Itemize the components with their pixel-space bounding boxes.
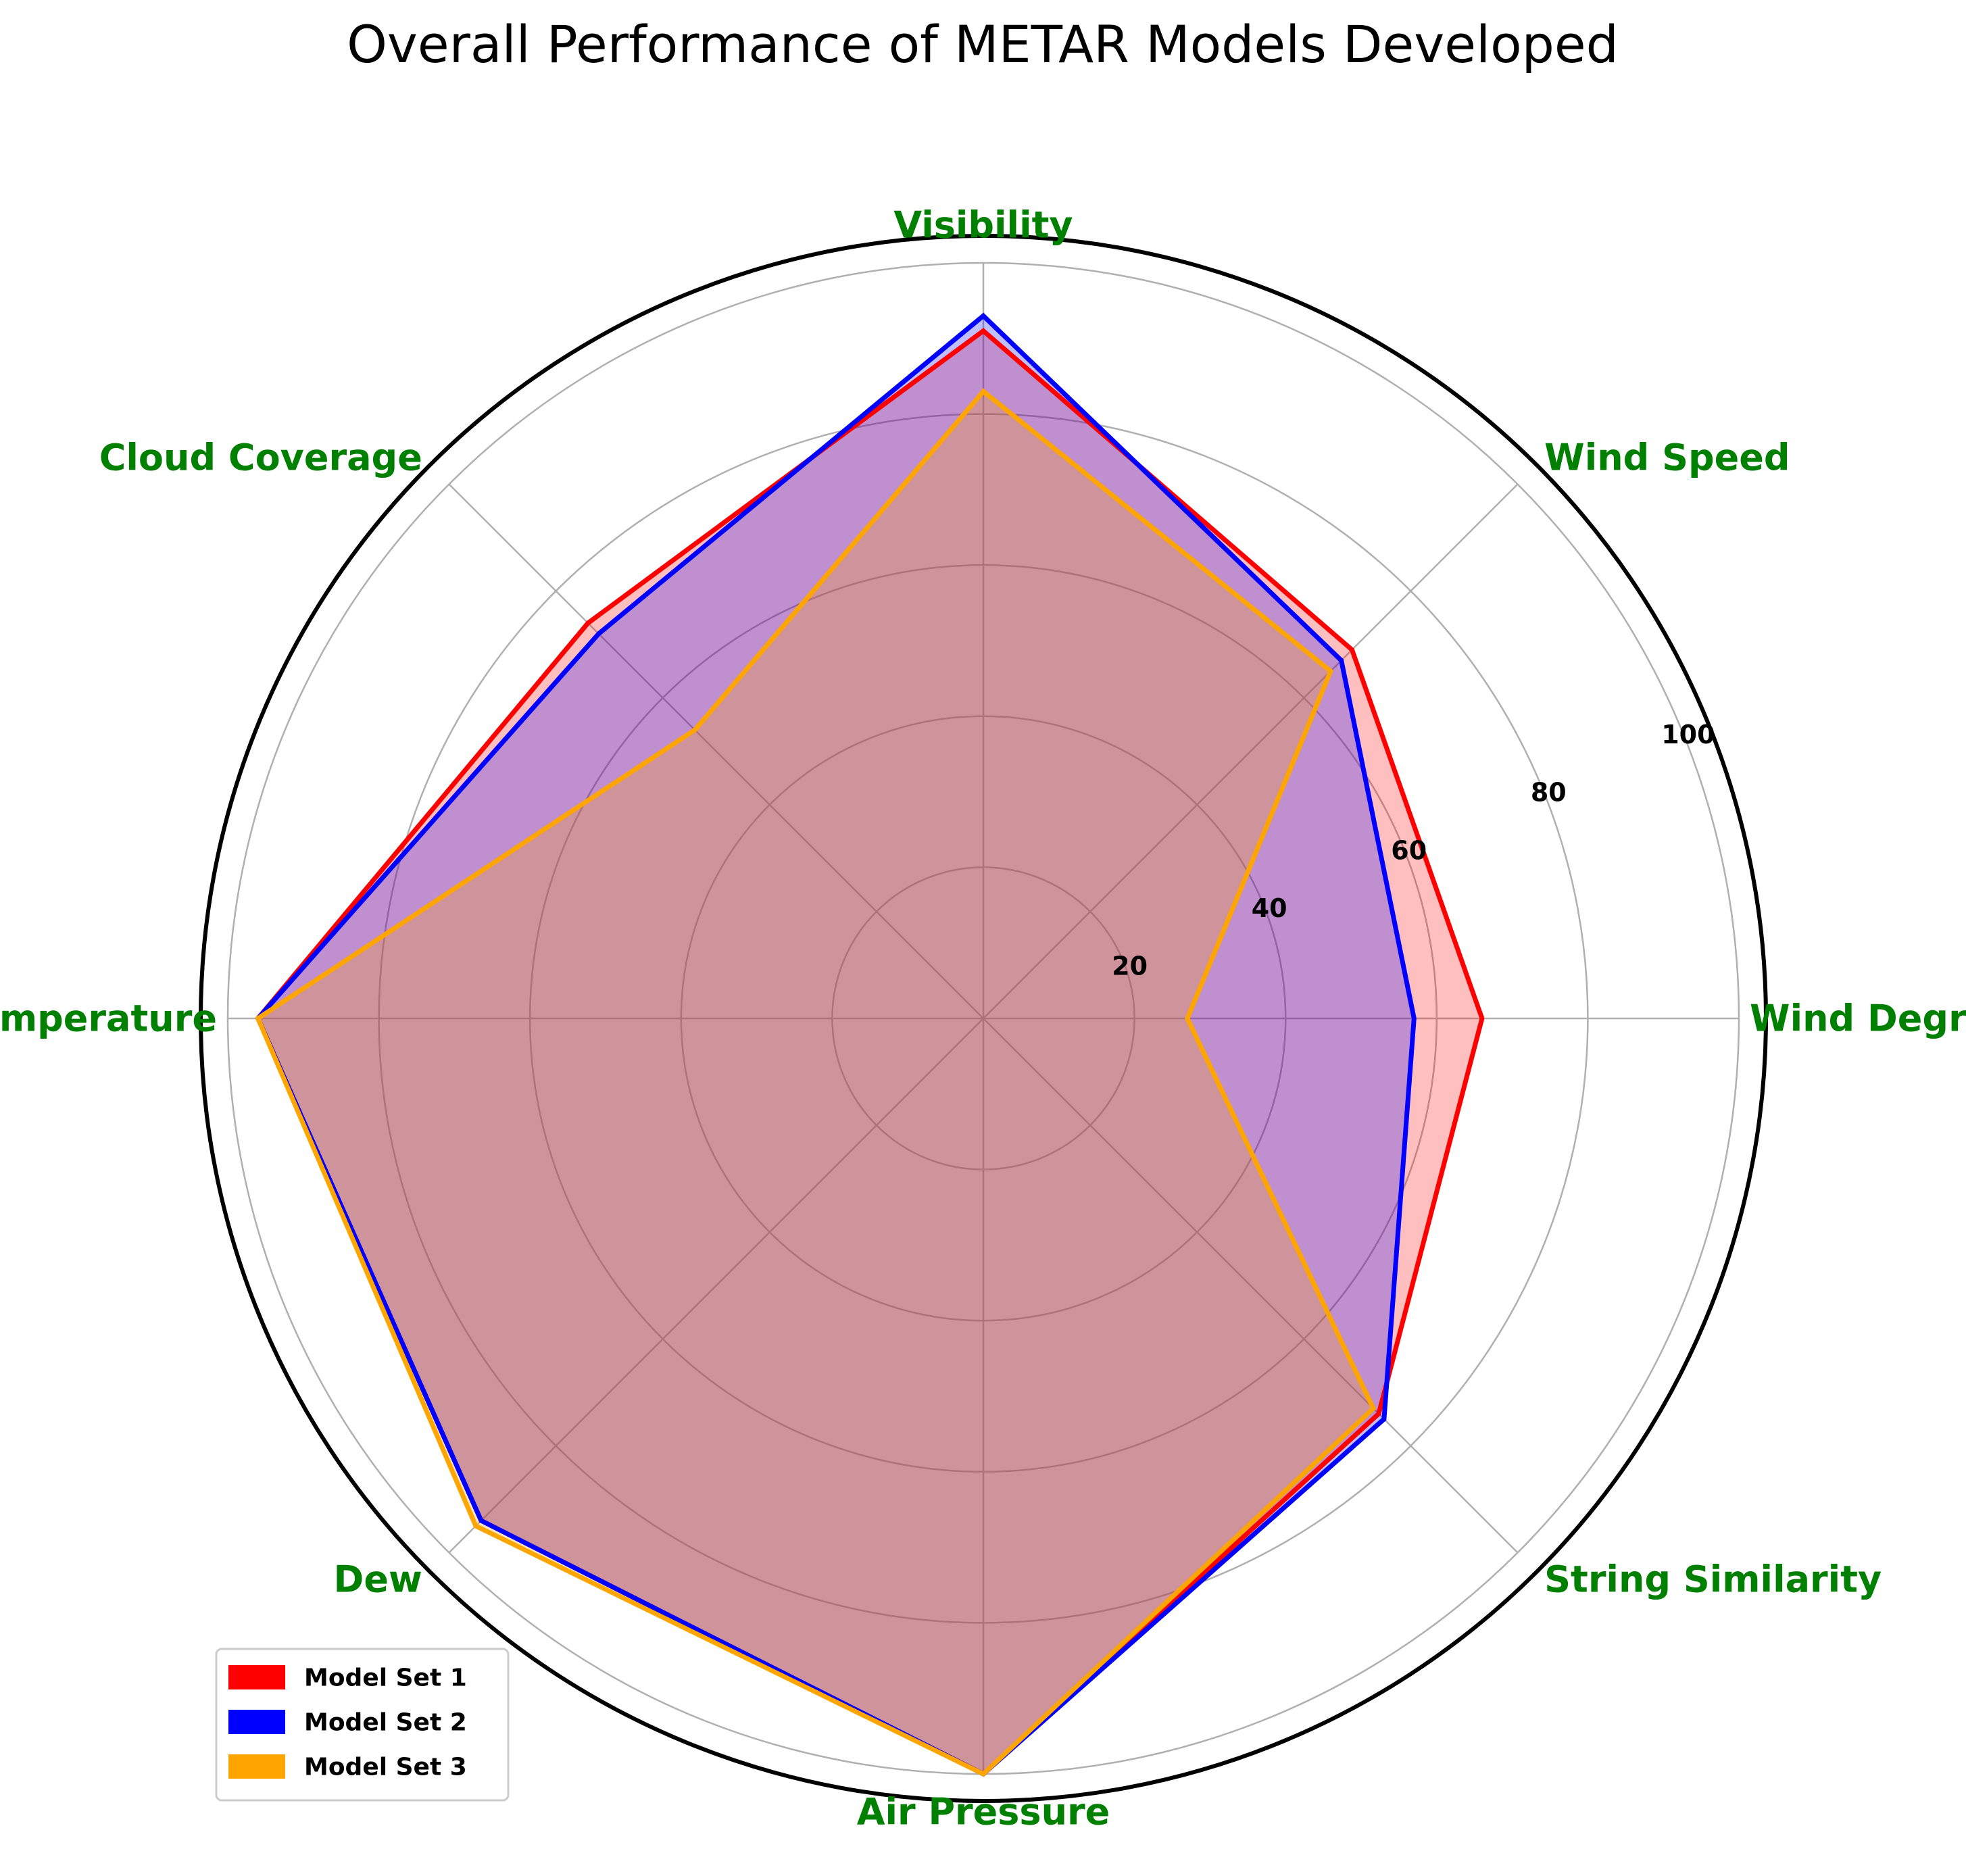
legend-swatch [228, 1754, 285, 1779]
legend-swatch [228, 1710, 285, 1734]
radial-tick-label: 40 [1252, 893, 1287, 923]
category-labels: Wind Degree Wind Speed Visibility Cloud Cov… [0, 204, 1966, 1833]
grid-spoke [448, 483, 984, 1019]
outer-frame [199, 234, 1768, 1803]
radial-tick-label: 60 [1391, 835, 1427, 865]
category-label: Wind Speed [1544, 436, 1790, 478]
legend-label: Model Set 3 [304, 1754, 467, 1781]
radial-tick-label: 20 [1112, 951, 1148, 981]
category-label: String Similarity [1544, 1558, 1882, 1601]
category-label: Visibility [893, 204, 1073, 247]
category-label: Cloud Coverage [99, 436, 422, 478]
category-label: Temperature [0, 997, 217, 1040]
grid-spoke [983, 483, 1519, 1019]
grid-spoke [983, 1018, 1519, 1554]
legend-label: Model Set 2 [304, 1709, 467, 1737]
series-fill-1 [257, 330, 1482, 1774]
legend: Model Set 1 Model Set 2 Model Set 3 [215, 1648, 510, 1802]
radar-grid [199, 234, 1768, 1803]
series-line-3 [255, 388, 1377, 1777]
category-label: Wind Degree [1750, 997, 1966, 1040]
legend-label: Model Set 1 [304, 1664, 467, 1692]
chart-title: Overall Performance of METAR Models Deve… [347, 14, 1619, 74]
radial-tick-label: 80 [1531, 778, 1567, 808]
series-fill-2 [257, 316, 1415, 1774]
legend-swatch [228, 1665, 285, 1689]
radial-tick-label: 100 [1661, 720, 1715, 749]
grid-spoke [448, 1018, 984, 1554]
series-fill-3 [257, 391, 1374, 1774]
series-group [255, 312, 1485, 1777]
radial-tick-labels: 20 40 60 80 100 [1112, 720, 1715, 981]
category-label: Dew [334, 1558, 422, 1601]
legend-box [215, 1648, 510, 1802]
category-label: Air Pressure [857, 1791, 1110, 1833]
